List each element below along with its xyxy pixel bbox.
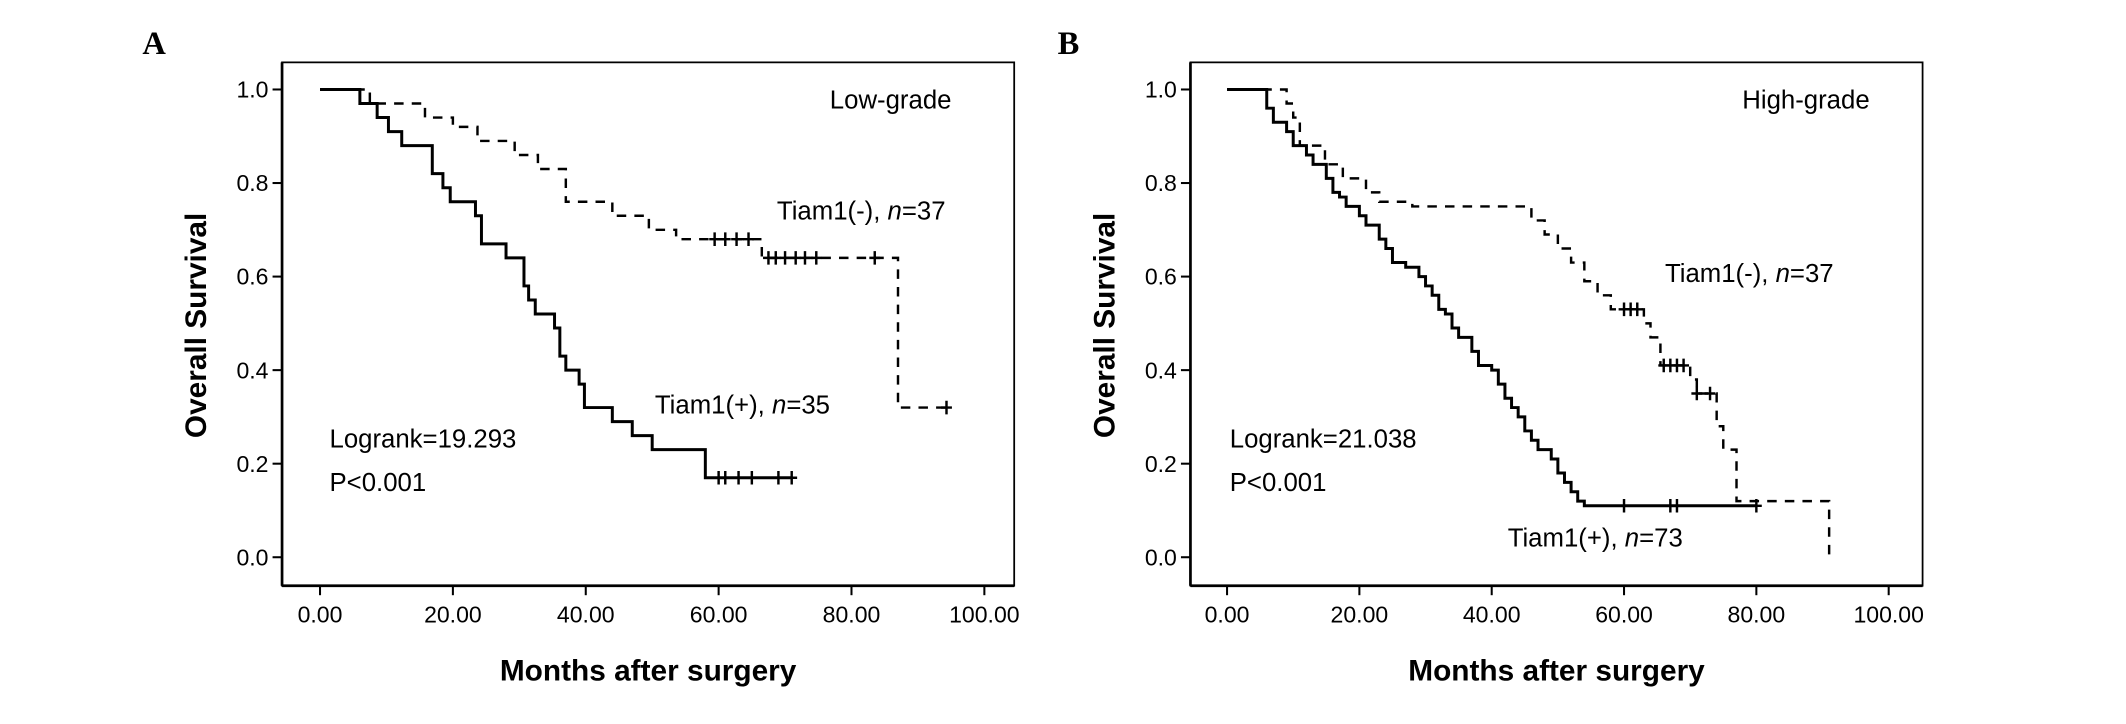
censor-mark: [869, 251, 881, 265]
panel-title: High-grade: [1742, 86, 1869, 114]
censor-mark: [731, 232, 742, 246]
x-tick-label: 100.00: [1853, 601, 1923, 627]
censor-mark: [786, 470, 798, 485]
panel-a: A 0.0 0.2 0.4 0.6 0.8 1.0 0.00 20.00 40.00 60.00 80…: [142, 26, 1019, 687]
series-label: Tiam1(-), n=37: [777, 198, 946, 226]
censor-mark: [1631, 302, 1643, 317]
panel-b: B 0.0 0.2 0.4 0.6 0.8 1.0 0.00 20.00 40.00 60.00 80…: [1058, 26, 1924, 687]
y-tick-label: 1.0: [236, 77, 268, 103]
x-tick-label: 80.00: [823, 601, 881, 627]
x-tick-label: 20.00: [1331, 601, 1389, 627]
y-tick-label: 0.8: [1145, 170, 1177, 196]
censor-mark: [746, 470, 758, 485]
censor-mark: [779, 251, 791, 265]
panel-title: Low-grade: [830, 86, 952, 114]
censor-mark: [1678, 358, 1690, 373]
censor-mark: [709, 232, 721, 246]
p-value: P<0.001: [330, 469, 427, 497]
y-tick-label: 1.0: [1145, 77, 1177, 103]
censor-mark: [1618, 499, 1630, 513]
x-tick-label: 60.00: [1595, 601, 1653, 627]
x-tick-label: 40.00: [557, 601, 615, 627]
plot-frame: [281, 61, 1016, 587]
censor-mark: [1704, 386, 1716, 401]
x-tick-label: 40.00: [1463, 601, 1521, 627]
y-tick-label: 0.2: [236, 451, 268, 477]
censor-mark: [799, 251, 811, 265]
survival-curve-tiam1-positive: [320, 87, 792, 480]
y-tick-label: 0.4: [236, 357, 268, 383]
y-tick-label: 0.0: [1145, 544, 1177, 570]
panel-label: B: [1058, 26, 1080, 62]
series-label-n: n: [888, 198, 902, 226]
panel-label: A: [142, 26, 166, 62]
series-label-count: =73: [1639, 524, 1683, 552]
logrank-stat: Logrank=19.293: [330, 425, 517, 453]
p-value: P<0.001: [1230, 469, 1327, 497]
series-label-count: =37: [902, 198, 946, 226]
series-label-name: Tiam1(+),: [1508, 524, 1625, 552]
series-label-name: Tiam1(-),: [1665, 260, 1776, 288]
x-axis-label: Months after surgery: [1408, 655, 1705, 688]
series-label-name: Tiam1(-),: [777, 198, 888, 226]
series-label: Tiam1(+), n=73: [1508, 524, 1683, 552]
y-tick-label: 0.6: [236, 264, 268, 290]
logrank-stat: Logrank=21.038: [1230, 425, 1417, 453]
y-tick-label: 0.4: [1145, 357, 1177, 383]
y-tick-label: 0.0: [236, 544, 268, 570]
x-tick-label: 0.00: [298, 601, 343, 627]
censor-mark: [770, 251, 782, 265]
y-tick-label: 0.8: [236, 170, 268, 196]
x-tick-label: 80.00: [1728, 601, 1786, 627]
x-tick-label: 100.00: [949, 601, 1019, 627]
censor-mark: [1671, 499, 1683, 513]
y-axis-label: Overall Survival: [1089, 213, 1122, 438]
censor-mark: [810, 251, 822, 265]
x-axis-label: Months after surgery: [500, 655, 797, 688]
series-label-count: =37: [1790, 260, 1834, 288]
x-tick-label: 0.00: [1205, 601, 1250, 627]
survival-curve-tiam1-positive: [1227, 87, 1757, 508]
censor-mark: [733, 470, 744, 485]
censor-mark: [743, 232, 754, 246]
y-axis-label: Overall Survival: [180, 213, 213, 438]
censor-mark: [719, 232, 731, 246]
x-tick-label: 60.00: [690, 601, 748, 627]
series-label-name: Tiam1(+),: [655, 392, 772, 420]
censor-mark: [941, 400, 952, 415]
y-tick-label: 0.6: [1145, 264, 1177, 290]
series-label-n: n: [772, 392, 786, 420]
survival-curve-tiam1-negative: [1227, 88, 1831, 558]
series-label-count: =35: [786, 392, 830, 420]
x-tick-label: 20.00: [424, 601, 482, 627]
censor-mark: [790, 251, 802, 265]
censor-mark: [719, 470, 731, 485]
series-label-n: n: [1776, 260, 1790, 288]
censor-mark: [1691, 386, 1703, 401]
series-label-n: n: [1625, 524, 1639, 552]
y-tick-label: 0.2: [1145, 451, 1177, 477]
series-label: Tiam1(+), n=35: [655, 392, 830, 420]
censor-mark: [772, 470, 784, 485]
survival-curve-tiam1-negative: [320, 88, 952, 409]
series-label: Tiam1(-), n=37: [1665, 260, 1834, 288]
